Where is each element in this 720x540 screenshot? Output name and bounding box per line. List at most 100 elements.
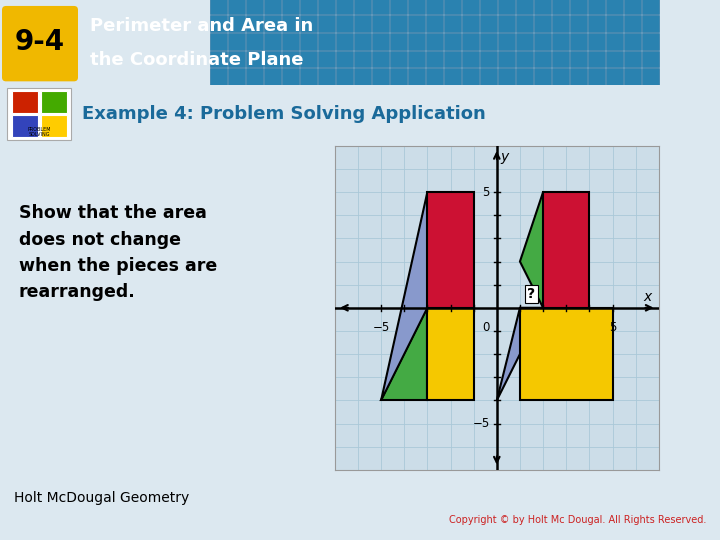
Bar [516,0,533,14]
Bar [210,51,227,68]
Bar [354,0,371,14]
Text: Perimeter and Area in: Perimeter and Area in [90,17,313,35]
Bar [390,0,407,14]
Bar [336,0,353,14]
Bar [462,51,479,68]
Polygon shape [428,308,474,400]
Bar [318,33,335,50]
Bar [480,33,497,50]
Bar [552,15,569,32]
Bar [354,51,371,68]
Bar [354,33,371,50]
Bar [318,51,335,68]
Bar [516,15,533,32]
Text: 5: 5 [609,321,616,334]
Bar [354,15,371,32]
Bar [552,0,569,14]
Bar [444,69,461,85]
Bar [318,15,335,32]
Bar [624,69,641,85]
Bar [336,69,353,85]
Bar [444,15,461,32]
Bar [336,51,353,68]
Bar [264,15,281,32]
Bar [12,91,38,113]
Bar [642,33,659,50]
Bar [264,51,281,68]
Bar [498,33,515,50]
Bar [570,69,587,85]
Bar [588,51,605,68]
Bar [282,0,299,14]
Bar [480,0,497,14]
Bar [642,51,659,68]
Bar [246,51,263,68]
FancyBboxPatch shape [2,6,78,82]
Bar [300,33,317,50]
Bar [426,69,443,85]
Bar [372,33,389,50]
Bar [642,69,659,85]
Bar [480,15,497,32]
Bar [480,51,497,68]
Bar [642,15,659,32]
Bar [264,33,281,50]
Bar [300,69,317,85]
Bar [336,33,353,50]
Text: the Coordinate Plane: the Coordinate Plane [90,51,304,69]
Bar [606,15,623,32]
Bar [210,0,227,14]
Text: PROBLEM
SOLVING: PROBLEM SOLVING [27,127,50,137]
Bar [228,51,245,68]
Bar [390,51,407,68]
Bar [228,69,245,85]
Bar [552,33,569,50]
Bar [516,33,533,50]
Bar [300,15,317,32]
Bar [354,69,371,85]
Bar [300,0,317,14]
Bar [534,69,551,85]
Bar [318,0,335,14]
Bar [534,51,551,68]
Bar [426,0,443,14]
Text: −5: −5 [472,417,490,430]
Bar [588,15,605,32]
Bar [516,69,533,85]
Text: x: x [643,291,652,305]
Bar [12,115,38,137]
Bar [516,51,533,68]
Bar [282,15,299,32]
Bar [552,51,569,68]
Text: Copyright © by Holt Mc Dougal. All Rights Reserved.: Copyright © by Holt Mc Dougal. All Right… [449,515,706,525]
Bar [624,51,641,68]
Text: −5: −5 [372,321,390,334]
Bar [552,69,569,85]
Bar [372,0,389,14]
Bar [534,33,551,50]
Bar [570,15,587,32]
Polygon shape [520,192,543,308]
Bar [41,115,67,137]
Bar [408,51,425,68]
Text: Example 4: Problem Solving Application: Example 4: Problem Solving Application [82,105,486,123]
FancyBboxPatch shape [7,89,71,140]
Bar [444,51,461,68]
Bar [390,69,407,85]
Bar [300,51,317,68]
Bar [408,0,425,14]
Bar [570,0,587,14]
Bar [390,33,407,50]
Bar [462,69,479,85]
Bar [462,0,479,14]
Text: ?: ? [528,287,536,301]
Bar [606,69,623,85]
Bar [336,15,353,32]
Bar [372,51,389,68]
Text: 0: 0 [482,321,490,334]
Bar [264,69,281,85]
Polygon shape [497,308,543,400]
Polygon shape [543,192,590,308]
Bar [462,33,479,50]
Text: y: y [501,150,509,164]
